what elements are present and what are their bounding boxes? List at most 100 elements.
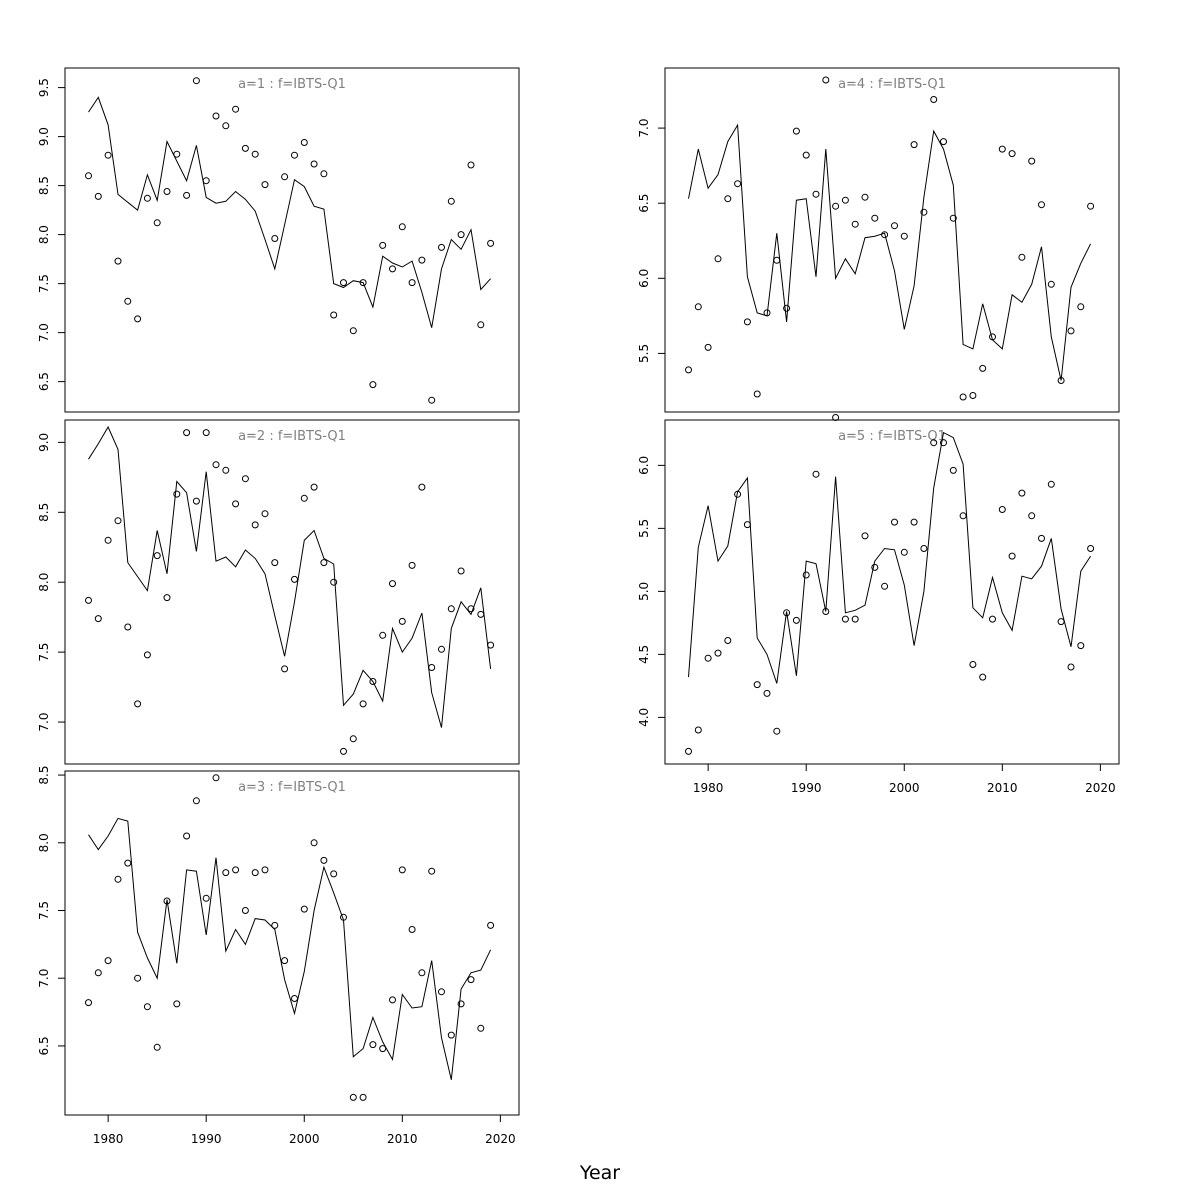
observation-point (143, 1003, 151, 1011)
observation-point (998, 506, 1006, 513)
y-tick-label: 7.5 (37, 901, 51, 920)
observation-point (163, 897, 171, 905)
observation-point (467, 605, 475, 613)
observation-point (1028, 512, 1036, 520)
observation-point (998, 145, 1006, 153)
observation-point (477, 1024, 485, 1032)
observation-point (763, 689, 771, 697)
observation-point (202, 429, 210, 437)
observation-point (428, 396, 436, 404)
observation-point (1057, 618, 1065, 626)
observation-point (389, 580, 396, 588)
y-tick-label: 5.5 (637, 519, 651, 538)
observation-point (212, 112, 220, 120)
observation-point (477, 321, 485, 329)
observation-point (408, 279, 416, 287)
fitted-line (688, 431, 1092, 684)
observation-point (232, 500, 240, 508)
observation-point (320, 559, 328, 567)
observation-point (212, 774, 220, 782)
observation-point (330, 311, 338, 319)
observation-point (1077, 303, 1085, 311)
observation-point (969, 392, 977, 399)
observation-point (714, 255, 722, 263)
observation-point (300, 905, 308, 913)
observation-point (447, 1031, 455, 1039)
y-tick-label: 8.0 (37, 833, 51, 852)
y-tick-label: 5.5 (637, 344, 651, 363)
observation-point (251, 869, 259, 877)
panel-title: a=4 : f=IBTS-Q1 (838, 77, 946, 92)
observation-point (85, 172, 92, 180)
observation-point (359, 1093, 367, 1101)
observation-point (183, 191, 191, 199)
observation-point (222, 122, 230, 130)
observation-point (891, 518, 898, 526)
observation-point (192, 497, 200, 505)
observation-point (349, 735, 357, 743)
observation-point (1028, 157, 1036, 165)
x-tick-label: 1990 (791, 781, 822, 795)
observation-point (812, 470, 820, 478)
panels: a=1 : f=IBTS-Q1 6.5 7.0 7.5 8.0 8.5 9.0 9.5 a=2 … (37, 67, 1120, 1146)
observation-point (271, 559, 279, 567)
observation-point (359, 279, 367, 287)
y-tick-label: 8.0 (37, 573, 51, 592)
observation-point (1057, 377, 1065, 384)
observation-point (773, 727, 781, 735)
observation-point (1077, 642, 1085, 650)
y-tick-label: 6.5 (37, 1036, 51, 1055)
x-tick-label: 2010 (987, 781, 1018, 795)
observation-point (959, 393, 967, 401)
observation-point (330, 578, 338, 586)
y-tick-label: 4.0 (637, 708, 651, 727)
panel-3: a=3 : f=IBTS-Q1 6.5 7.0 7.5 8.0 8.5 1980 1990 20… (37, 766, 520, 1146)
observation-point (212, 461, 220, 469)
observation-point (467, 161, 475, 169)
observation-point (408, 561, 416, 569)
observation-point (379, 631, 387, 639)
observation-point (389, 996, 396, 1004)
observation-point (398, 223, 406, 231)
panel-title: a=5 : f=IBTS-Q1 (838, 429, 946, 444)
observation-point (802, 571, 810, 579)
panel-title: a=1 : f=IBTS-Q1 (238, 77, 346, 92)
observation-point (920, 208, 928, 216)
observation-point (822, 608, 830, 615)
observation-point (300, 494, 308, 502)
observation-point (183, 429, 191, 437)
y-tick-label: 8.5 (37, 176, 51, 195)
observation-point (704, 654, 712, 662)
observation-point (989, 333, 996, 341)
observation-point (940, 439, 947, 447)
observation-point (232, 866, 240, 874)
observation-point (291, 151, 298, 159)
observation-point (871, 563, 879, 571)
panel-4: a=4 : f=IBTS-Q1 5.5 6.0 6.5 7.0 (637, 67, 1120, 413)
observation-point (1008, 150, 1016, 158)
observation-point (320, 856, 328, 864)
observation-point (349, 1093, 357, 1101)
observation-point (438, 243, 445, 251)
observation-point (310, 160, 318, 168)
observation-point (104, 957, 112, 965)
observation-point (183, 832, 191, 840)
observation-point (114, 875, 122, 883)
observation-point (930, 96, 938, 103)
y-tick-label: 7.5 (37, 643, 51, 662)
panel-frame (664, 67, 1120, 413)
observation-point (881, 582, 889, 590)
observation-point (251, 150, 259, 158)
observation-point (457, 567, 465, 575)
y-tick-label: 8.0 (37, 225, 51, 244)
observation-point (340, 279, 347, 287)
observation-point (428, 867, 436, 875)
observation-point (832, 414, 840, 421)
x-tick-label: 1990 (191, 1132, 222, 1146)
observation-point (359, 700, 367, 708)
y-tick-label: 7.0 (37, 713, 51, 732)
observation-point (241, 907, 249, 914)
observation-point (743, 318, 751, 326)
observation-point (222, 466, 230, 474)
